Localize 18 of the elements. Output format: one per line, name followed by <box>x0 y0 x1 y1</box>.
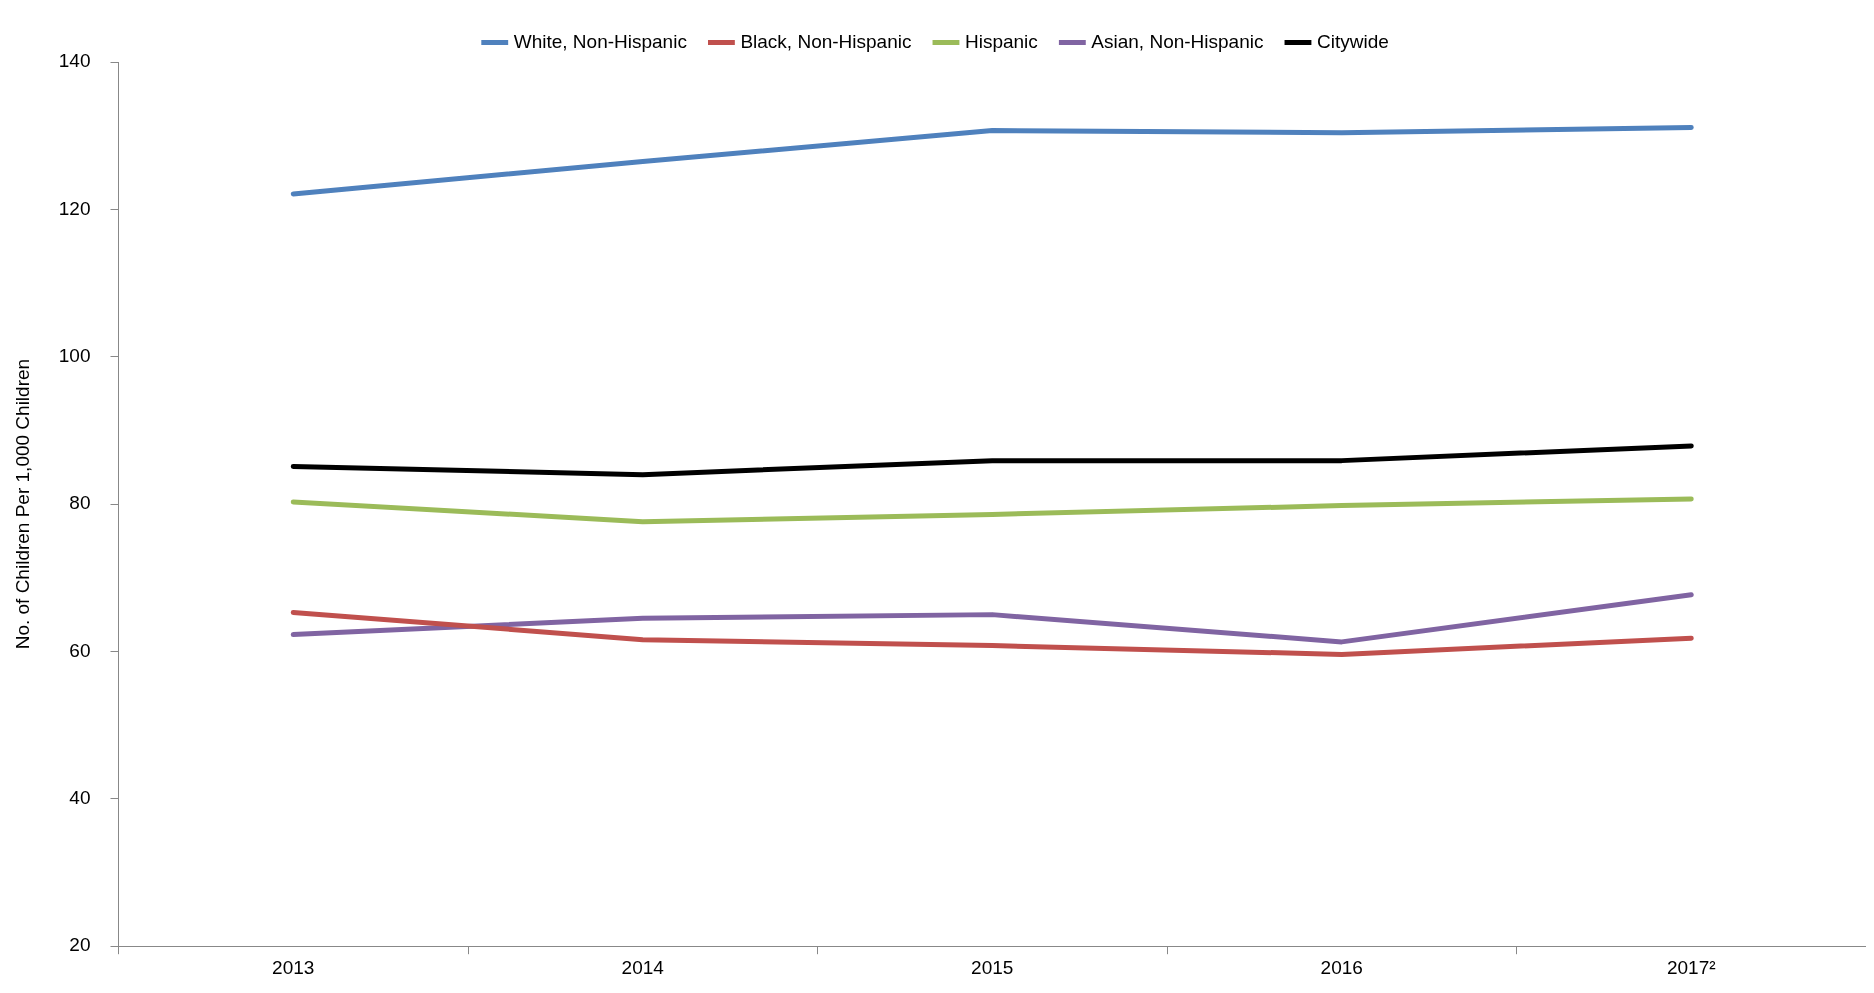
x-tick-label: 2016 <box>1320 956 1363 978</box>
legend-label: Black, Non-Hispanic <box>740 30 912 52</box>
legend-label: Asian, Non-Hispanic <box>1091 30 1264 52</box>
y-tick-label: 60 <box>69 639 91 661</box>
y-tick-label: 140 <box>58 50 91 72</box>
legend-label: Citywide <box>1316 30 1389 52</box>
legend-label: White, Non-Hispanic <box>513 30 687 52</box>
y-tick-label: 120 <box>58 197 91 219</box>
y-tick-label: 20 <box>69 934 91 956</box>
x-tick-label: 2015 <box>971 956 1014 978</box>
x-tick-label: 2014 <box>621 956 665 978</box>
x-tick-label: 2013 <box>272 956 315 978</box>
y-tick-label: 100 <box>58 344 91 366</box>
y-tick-label: 40 <box>69 787 91 809</box>
y-tick-label: 80 <box>69 492 91 514</box>
y-axis-title: No. of Children Per 1,000 Children <box>11 358 33 650</box>
x-tick-label: 2017² <box>1666 956 1716 978</box>
legend-label: Hispanic <box>964 30 1038 52</box>
